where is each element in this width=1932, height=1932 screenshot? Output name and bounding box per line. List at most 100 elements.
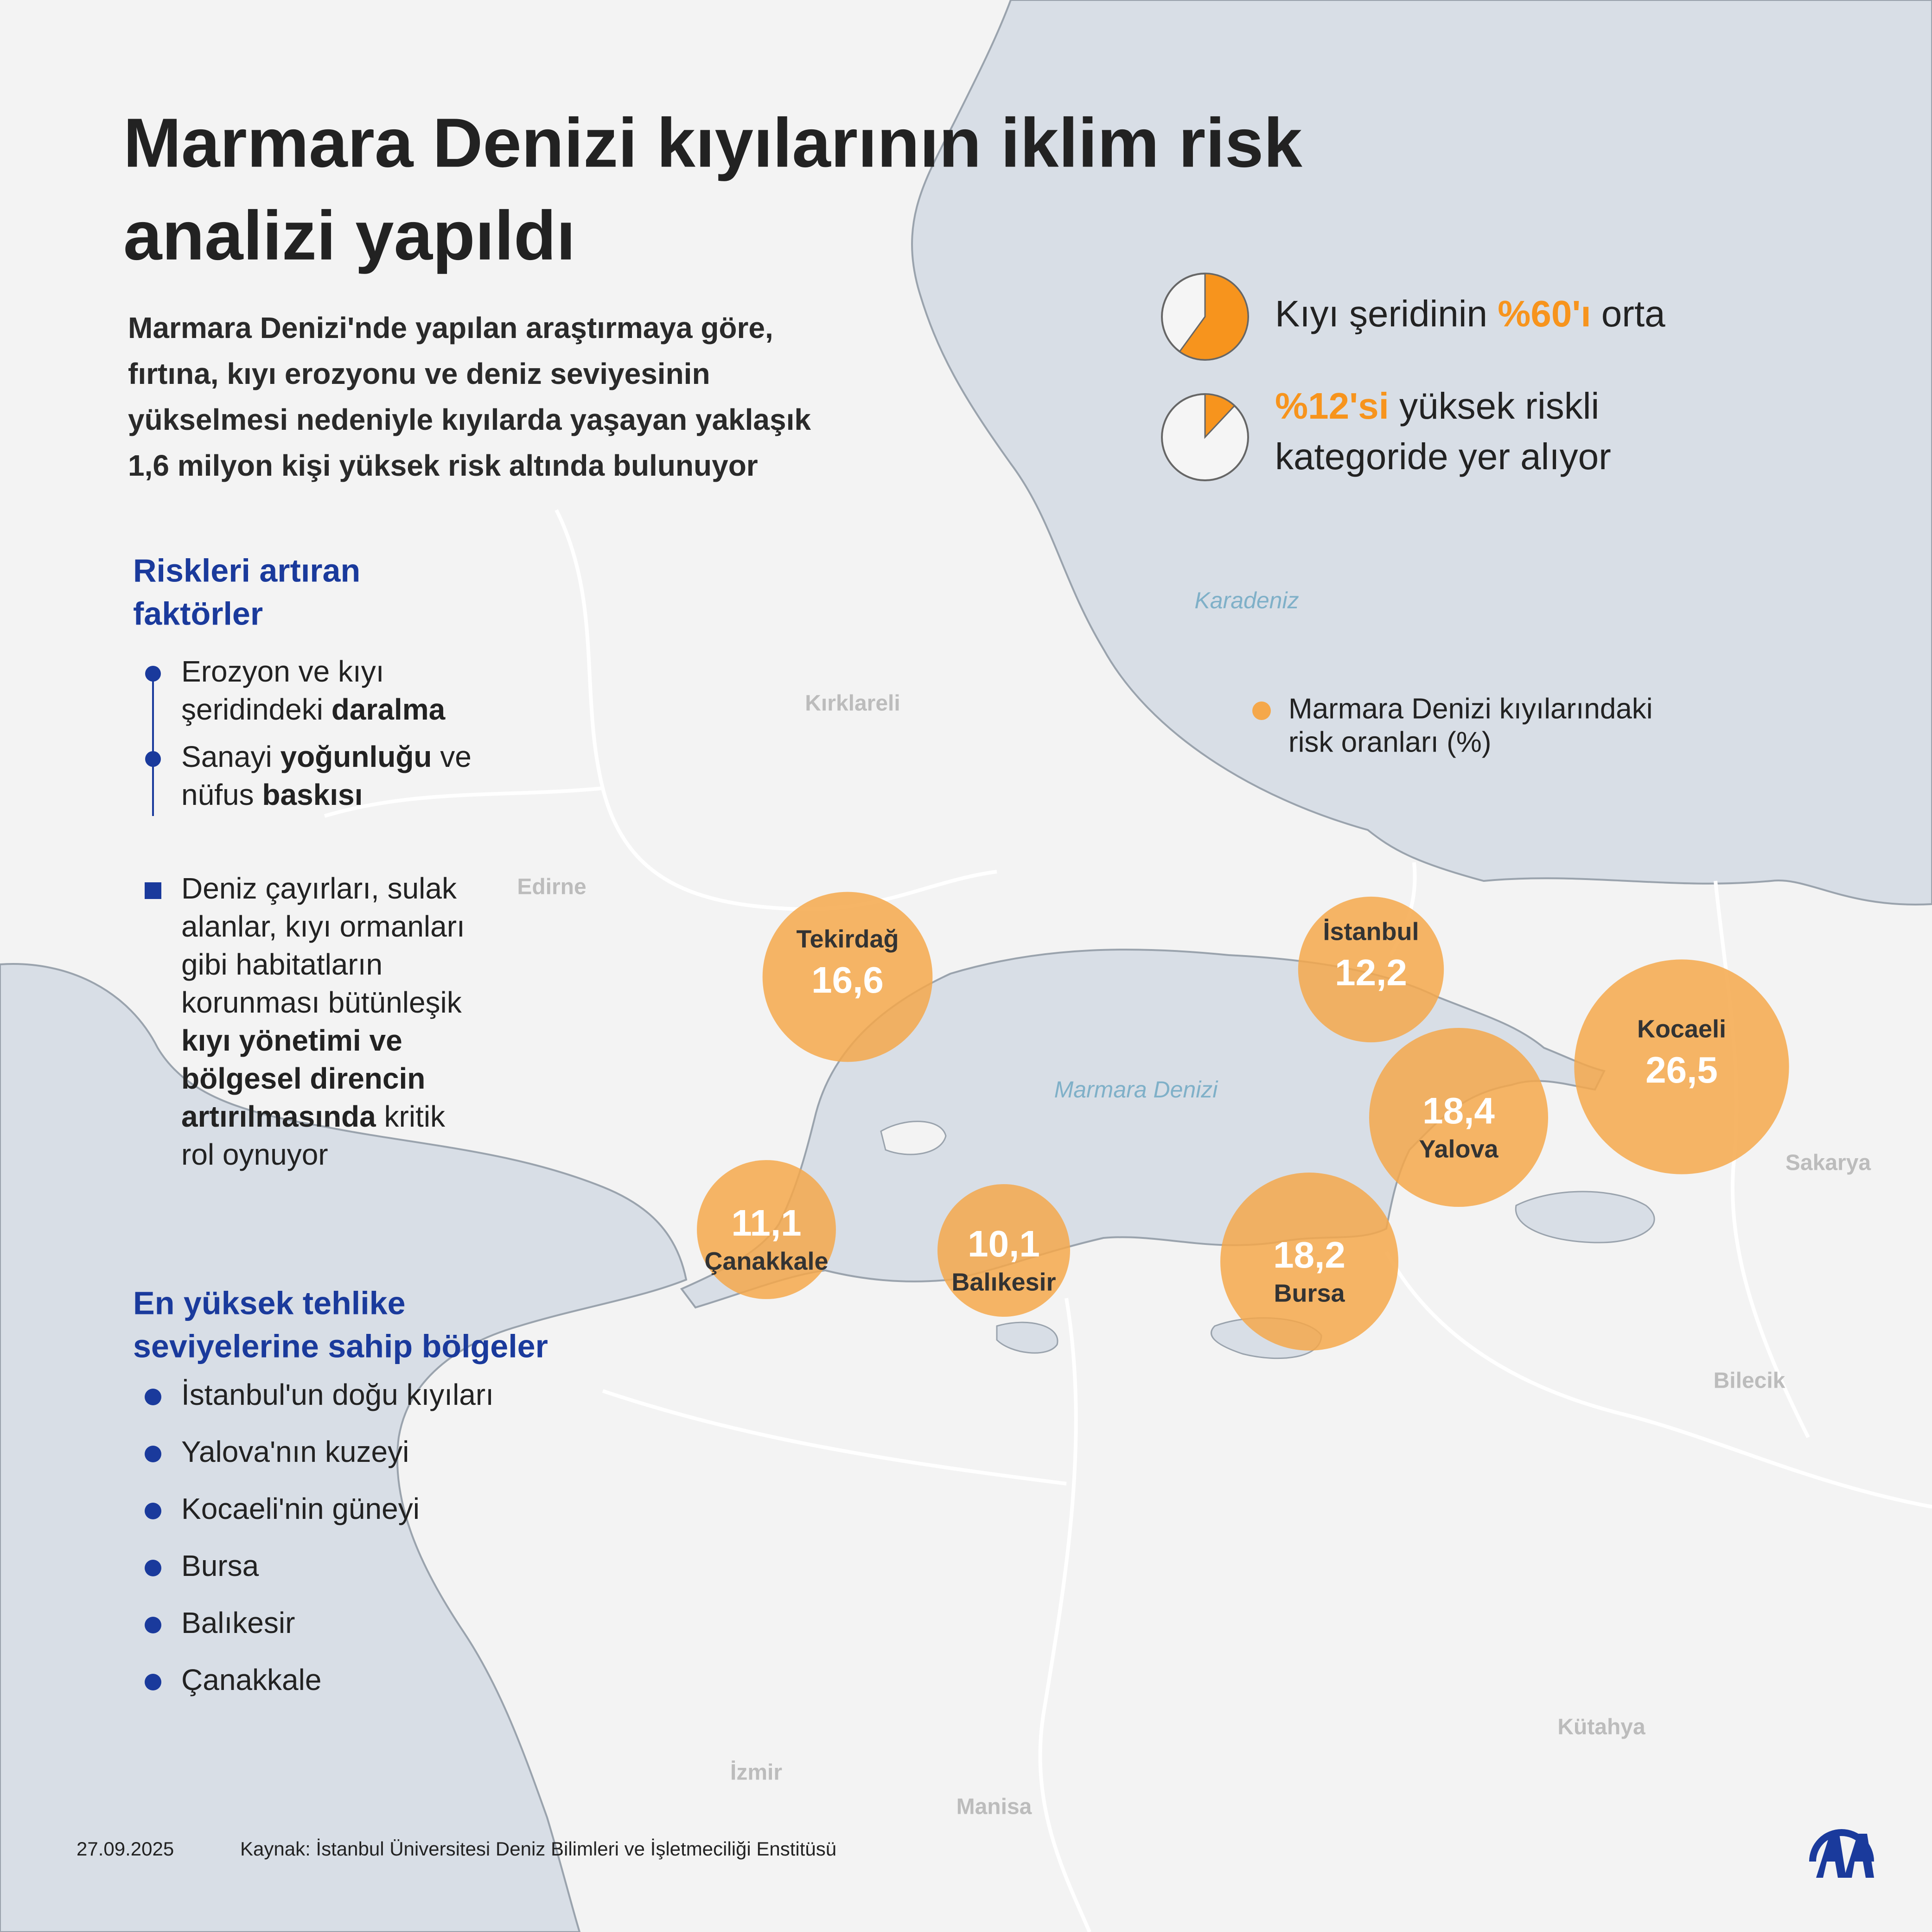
- text-segment: orta: [1591, 293, 1666, 334]
- bullet-dot: [145, 1389, 161, 1405]
- bullet-dot: [145, 1560, 161, 1576]
- place-label: İzmir: [730, 1760, 782, 1785]
- section-heading: faktörler: [133, 595, 263, 631]
- factor-text: alanlar, kıyı ormanları: [181, 910, 465, 943]
- bullet-square: [145, 882, 161, 899]
- pie-wedge: [1204, 393, 1236, 439]
- bubble-name: Kocaeli: [1637, 1015, 1726, 1043]
- text-segment: daralma: [332, 693, 446, 726]
- text-segment: yüksek riskli: [1389, 385, 1599, 427]
- stat-text: Kıyı şeridinin %60'ı orta: [1275, 293, 1665, 334]
- bubble-value: 18,4: [1422, 1090, 1495, 1131]
- text-segment: kıyı yönetimi ve: [181, 1024, 402, 1057]
- stat-text: kategoride yer alıyor: [1275, 436, 1611, 477]
- legend-text: Marmara Denizi kıyılarındaki: [1288, 693, 1653, 725]
- aegean-sea: [0, 963, 688, 1932]
- text-segment: Kıyı şeridinin: [1275, 293, 1498, 334]
- text-segment: baskısı: [262, 778, 363, 811]
- risk-bubble: [697, 1160, 836, 1299]
- title: Marmara Denizi kıyılarının iklim risk: [123, 104, 1302, 182]
- region-item: Yalova'nın kuzeyi: [181, 1435, 409, 1468]
- risk-bubble: [937, 1184, 1071, 1317]
- factor-text: rol oynuyor: [181, 1138, 328, 1171]
- text-segment: Sanayi: [181, 740, 280, 773]
- sea-label: Karadeniz: [1194, 587, 1299, 613]
- risk-bubble: [1574, 959, 1789, 1174]
- risk-bubble: [1220, 1173, 1398, 1351]
- text-segment: kritik: [376, 1100, 446, 1133]
- subtitle: Marmara Denizi'nde yapılan araştırmaya g…: [128, 311, 773, 344]
- text-segment: bölgesel direncin: [181, 1062, 425, 1095]
- region-item: Çanakkale: [181, 1663, 321, 1696]
- lake: [1515, 1191, 1655, 1243]
- text-segment: nüfus: [181, 778, 262, 811]
- bubble-name: Bursa: [1274, 1279, 1345, 1307]
- bubble-name: İstanbul: [1323, 918, 1419, 945]
- bubble-value: 10,1: [968, 1223, 1040, 1264]
- factor-text: bölgesel direncin: [181, 1062, 425, 1095]
- text-segment: yoğunluğu: [280, 740, 432, 773]
- bubble-value: 12,2: [1335, 952, 1407, 993]
- bubble-name: Tekirdağ: [796, 925, 899, 953]
- bullet-dot: [145, 1503, 161, 1519]
- text-segment: Erozyon ve kıyı: [181, 655, 384, 688]
- legend-dot: [1252, 701, 1271, 720]
- section-heading: seviyelerine sahip bölgeler: [133, 1328, 548, 1364]
- subtitle: fırtına, kıyı erozyonu ve deniz seviyesi…: [128, 357, 710, 390]
- text-segment: artırılmasında: [181, 1100, 376, 1133]
- text-segment: şeridindeki: [181, 693, 332, 726]
- region-item: Kocaeli'nin güneyi: [181, 1492, 420, 1525]
- bubble-value: 11,1: [731, 1202, 801, 1243]
- bubble-value: 16,6: [811, 959, 884, 1001]
- text-segment: ve: [432, 740, 472, 773]
- subtitle: yükselmesi nedeniyle kıyılarda yaşayan y…: [128, 403, 811, 436]
- black-sea: [911, 0, 1932, 905]
- section-heading: Riskleri artıran: [133, 552, 360, 588]
- place-label: Bilecik: [1714, 1369, 1785, 1393]
- subtitle: 1,6 milyon kişi yüksek risk altında bulu…: [128, 449, 758, 482]
- text-segment: alanlar, kıyı ormanları: [181, 910, 465, 943]
- place-label: Edirne: [517, 875, 586, 899]
- text-segment: gibi habitatların: [181, 948, 383, 981]
- bullet-dot: [145, 1446, 161, 1462]
- island: [880, 1121, 947, 1155]
- risk-bubble: [1298, 896, 1444, 1043]
- risk-bubble: [1369, 1027, 1549, 1207]
- factor-text: şeridindeki daralma: [181, 693, 446, 726]
- place-label: Kırklareli: [805, 691, 900, 716]
- factor-text: Sanayi yoğunluğu ve: [181, 740, 472, 773]
- text-segment: %60'ı: [1498, 293, 1591, 334]
- legend-text: risk oranları (%): [1288, 726, 1492, 758]
- place-label: Manisa: [956, 1795, 1032, 1819]
- factor-text: nüfus baskısı: [181, 778, 363, 811]
- bubble-name: Yalova: [1419, 1135, 1498, 1163]
- risk-bubble: [762, 892, 933, 1062]
- place-label: Kütahya: [1557, 1715, 1645, 1740]
- bubble-name: Balıkesir: [951, 1268, 1056, 1296]
- pie-wedge: [1179, 273, 1249, 361]
- sea-label: Marmara Denizi: [1054, 1077, 1219, 1103]
- place-label: Sakarya: [1785, 1151, 1871, 1175]
- section-heading: En yüksek tehlike: [133, 1285, 406, 1321]
- bullet-dot: [145, 751, 161, 767]
- bubble-name: Çanakkale: [704, 1247, 828, 1275]
- text-segment: Deniz çayırları, sulak: [181, 872, 457, 905]
- text-segment: kategoride yer alıyor: [1275, 436, 1611, 477]
- footer-source: Kaynak: İstanbul Üniversitesi Deniz Bili…: [240, 1838, 836, 1860]
- text-segment: korunması bütünleşik: [181, 986, 462, 1019]
- bubble-value: 26,5: [1645, 1049, 1718, 1090]
- bullet-dot: [145, 1674, 161, 1690]
- factor-text: Erozyon ve kıyı: [181, 655, 384, 688]
- factor-text: gibi habitatların: [181, 948, 383, 981]
- lake: [996, 1321, 1058, 1354]
- title: analizi yapıldı: [123, 197, 575, 274]
- content: Marmara Denizi kıyılarının iklim risk ana…: [77, 104, 1871, 1860]
- factor-text: kıyı yönetimi ve: [181, 1024, 402, 1057]
- region-item: İstanbul'un doğu kıyıları: [181, 1378, 494, 1411]
- bubble-value: 18,2: [1273, 1234, 1345, 1275]
- stat-text: %12'si yüksek riskli: [1275, 385, 1599, 427]
- aa-logo: [1809, 1829, 1874, 1878]
- bullet-dot: [145, 666, 161, 682]
- footer-date: 27.09.2025: [77, 1838, 174, 1860]
